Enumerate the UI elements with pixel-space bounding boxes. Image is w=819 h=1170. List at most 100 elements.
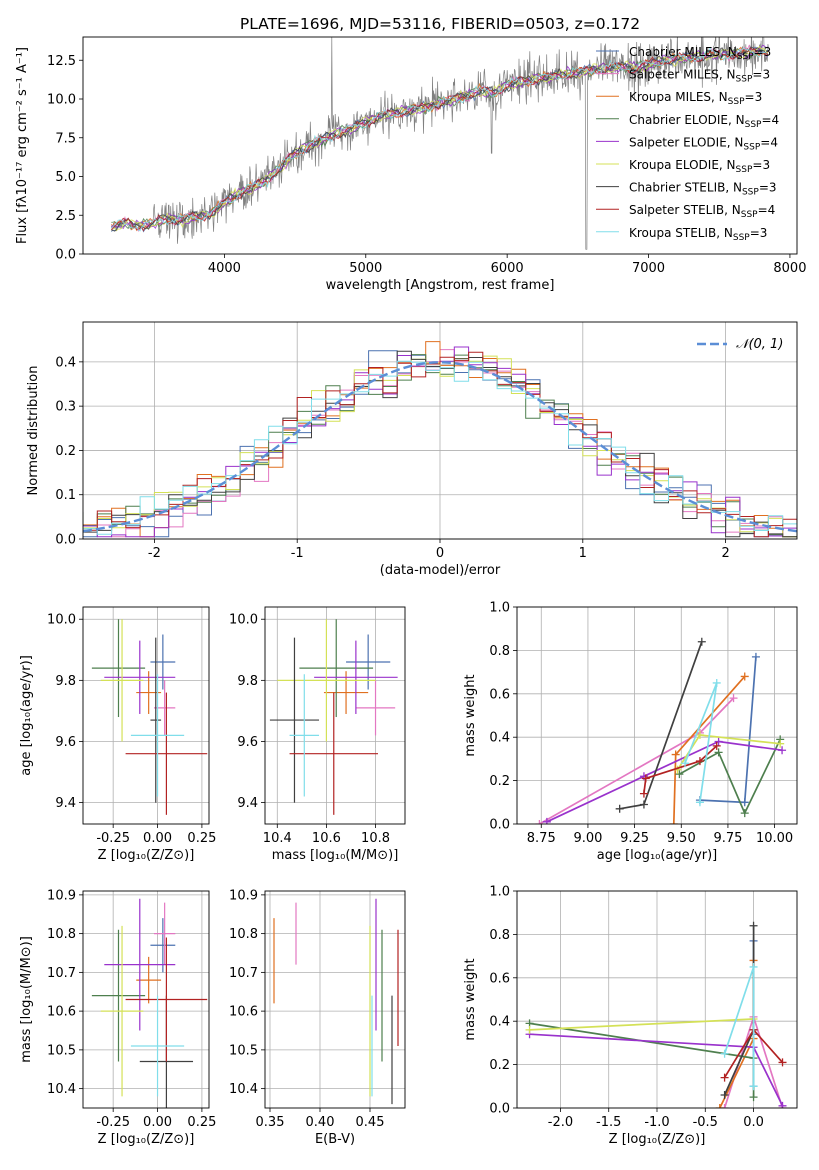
y-tick-label: 0.4	[55, 355, 76, 370]
x-axis-label: mass [log₁₀(M/M⊙)]	[272, 848, 399, 863]
axes-frame	[264, 890, 406, 1109]
weight-line	[643, 745, 718, 794]
age_vs_Z-axes: -0.25 0.00 0.25 9.4 9.6 9.8 10.0	[47, 607, 216, 846]
y-tick-label: 10.5	[229, 1043, 258, 1058]
y-tick-label: 0.2	[489, 774, 510, 789]
legend-text: Salpeter MILES, N	[629, 68, 736, 82]
x-tick-label: 0.40	[306, 1115, 335, 1130]
legend-label: Kroupa ELODIE, NSSP=3	[629, 158, 770, 175]
model-line	[110, 45, 769, 232]
legend-text: Chabrier STELIB, N	[629, 181, 742, 195]
y-tick-label: 10.4	[47, 1082, 76, 1097]
weight-line	[529, 1018, 754, 1031]
weight-marker	[778, 1058, 787, 1067]
weight-marker	[714, 737, 723, 746]
y-tick-label: 9.4	[55, 796, 76, 811]
x-tick-label: -1.0	[644, 1115, 669, 1130]
y-tick-label: 10.0	[47, 93, 76, 108]
y-tick-label: 0.0	[55, 533, 76, 548]
weight-line	[676, 734, 781, 771]
spectrum-axes: 4000 5000 6000 7000 8000 0.0 2.5 5.0 7.5 10.0 12.5	[47, 54, 806, 276]
legend-subscript: SSP	[736, 165, 753, 175]
axes-frame	[82, 606, 210, 825]
x-axis-label: Z [log₁₀(Z/Z⊙)]	[98, 1132, 195, 1147]
y-tick-label: 9.6	[55, 735, 76, 750]
y-tick-label: 10.9	[229, 888, 258, 903]
x-tick-label: 0	[436, 546, 444, 561]
legend-subscript: SSP	[736, 75, 753, 85]
legend-text: =3	[745, 90, 763, 104]
weight-marker	[671, 750, 680, 759]
weight-line	[619, 641, 703, 810]
legend-text: =4	[761, 113, 779, 127]
weight-marker	[695, 731, 704, 740]
x-axis-label: (data-model)/error	[380, 563, 501, 578]
weight-marker	[695, 757, 704, 766]
x-tick-label: 5000	[349, 261, 382, 276]
y-axis-label: Normed distribution	[26, 366, 41, 496]
y-tick-label: 7.5	[55, 131, 76, 146]
x-tick-label: 9.00	[573, 831, 602, 846]
weight-marker	[749, 1093, 758, 1102]
x-axis-label: wavelength [Angstrom, rest frame]	[326, 278, 555, 293]
x-tick-label: 8000	[773, 261, 806, 276]
histogram-step	[83, 360, 797, 538]
legend-subscript: SSP	[733, 233, 750, 243]
x-tick-label: 1	[579, 546, 587, 561]
y-tick-label: 0.2	[489, 1058, 510, 1073]
x-tick-label: 2	[721, 546, 729, 561]
legend-text: Salpeter ELODIE, N	[629, 135, 743, 149]
y-tick-label: 0.0	[55, 248, 76, 263]
weight-marker	[641, 774, 650, 783]
y-tick-label: 0.6	[489, 971, 510, 986]
axes-frame	[82, 36, 798, 255]
model-line	[111, 46, 769, 232]
y-tick-label: 10.5	[47, 1043, 76, 1058]
axes-frame	[264, 606, 406, 825]
x-tick-label: -2	[148, 546, 161, 561]
x-tick-label: 10.6	[312, 831, 341, 846]
x-tick-label: 0.00	[143, 1115, 172, 1130]
y-tick-label: 0.0	[489, 818, 510, 833]
x-tick-label: 0.35	[256, 1115, 285, 1130]
x-axis-label: Z [log₁₀(Z/Z⊙)]	[98, 848, 195, 863]
y-axis-label: age [log₁₀(age/yr)]	[19, 655, 34, 776]
weight-marker	[778, 1101, 787, 1108]
legend-text: Kroupa ELODIE, N	[629, 158, 736, 172]
y-tick-label: 10.8	[47, 927, 76, 942]
x-tick-label: -0.25	[96, 1115, 130, 1130]
axes-frame	[516, 606, 798, 825]
x-tick-label: 8.75	[527, 831, 556, 846]
y-tick-label: 9.4	[237, 796, 258, 811]
x-tick-label: 0.00	[143, 831, 172, 846]
legend-text: =3	[752, 68, 770, 82]
histograms	[83, 341, 797, 538]
axes-frame	[82, 321, 798, 540]
y-tick-label: 10.8	[229, 927, 258, 942]
y-tick-label: 0.6	[489, 687, 510, 702]
axes-frame	[82, 890, 210, 1109]
y-tick-label: 10.4	[229, 1082, 258, 1097]
weight-marker	[720, 1049, 729, 1058]
x-tick-label: -0.25	[96, 831, 130, 846]
legend-label: 𝒩(0, 1)	[736, 337, 783, 352]
y-tick-label: 10.0	[47, 613, 76, 628]
legend-label: Salpeter STELIB, NSSP=4	[629, 203, 775, 220]
y-tick-label: 10.9	[47, 888, 76, 903]
y-tick-label: 10.7	[229, 966, 258, 981]
x-tick-label: 4000	[208, 261, 241, 276]
legend-subscript: SSP	[743, 142, 760, 152]
y-tick-label: 2.5	[55, 209, 76, 224]
legend-label: Chabrier ELODIE, NSSP=4	[629, 113, 779, 130]
weight-line	[529, 1022, 755, 1098]
y-tick-label: 0.8	[489, 644, 510, 659]
weight-marker	[776, 739, 785, 748]
x-tick-label: -1.5	[596, 1115, 621, 1130]
x-tick-label: 10.4	[263, 831, 292, 846]
model-line	[111, 46, 769, 232]
weight-marker	[720, 1090, 729, 1099]
y-axis-label: Flux [fλ10⁻¹⁷ erg cm⁻² s⁻¹ A⁻¹]	[15, 47, 30, 244]
y-tick-label: 1.0	[489, 885, 510, 900]
weight-lines	[535, 637, 787, 824]
